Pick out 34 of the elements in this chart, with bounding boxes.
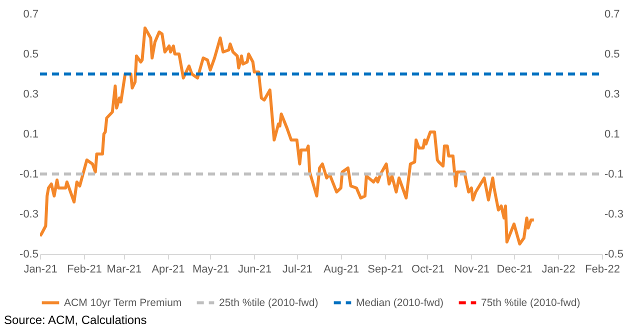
source-note: Source: ACM, Calculations [4, 313, 147, 327]
x-tick-label: Dec-21 [496, 264, 532, 276]
x-tick-label: Apr-21 [152, 264, 185, 276]
x-tick-label: Jan-22 [542, 264, 576, 276]
y2-tick-label: 0.7 [604, 8, 620, 20]
x-tick-label: Mar-21 [106, 264, 142, 276]
y-tick-label: 0.3 [23, 88, 38, 100]
y2-tick-label: 0.5 [604, 48, 620, 60]
y2-tick-label: 0.3 [604, 88, 620, 100]
x-tick-label: Jun-21 [238, 264, 272, 276]
x-tick-label: Sep-21 [368, 264, 404, 276]
x-tick-label: May-21 [192, 264, 230, 276]
y2-tick-label: 0.1 [604, 128, 620, 140]
x-tick-label: Feb-22 [585, 264, 620, 276]
line-series [40, 26, 536, 246]
x-tick-label: Jul-21 [282, 264, 312, 276]
x-tick-label: Feb-21 [67, 264, 102, 276]
legend-label: Median (2010-fwd) [356, 296, 444, 309]
legend-label: 25th %tile (2010-fwd) [219, 296, 318, 309]
y-tick-label: 0.1 [23, 128, 38, 140]
legend-label: 75th %tile (2010-fwd) [481, 296, 580, 309]
y-tick-label: 0.5 [23, 48, 38, 60]
x-tick-label: Aug-21 [324, 264, 360, 276]
y-tick-label: 0.7 [23, 8, 38, 20]
x-tick-label: Oct-21 [411, 264, 444, 276]
legend-label: ACM 10yr Term Premium [64, 296, 182, 309]
x-tick-label: Nov-21 [454, 264, 490, 276]
y-tick-label: -0.5 [20, 248, 38, 260]
y-tick-label: -0.3 [20, 208, 38, 220]
y2-tick-label: -0.5 [604, 248, 624, 260]
y2-tick-label: -0.3 [604, 208, 624, 220]
y-tick-label: -0.1 [20, 168, 38, 180]
x-tick-label: Jan-21 [24, 264, 58, 276]
y2-tick-label: -0.1 [604, 168, 624, 180]
